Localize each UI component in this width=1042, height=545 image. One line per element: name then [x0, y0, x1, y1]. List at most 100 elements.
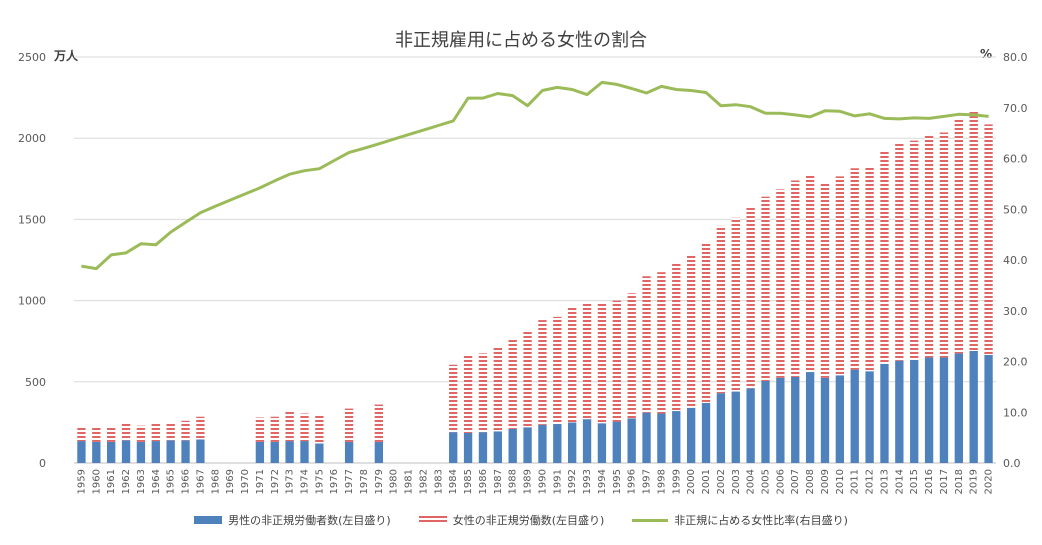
x-tick-label: 1969: [225, 469, 236, 494]
bar-female: [627, 293, 636, 419]
bar-female: [642, 276, 651, 413]
x-tick-label: 2013: [879, 469, 890, 494]
x-tick-label: 1977: [344, 469, 355, 494]
bar-male: [285, 441, 294, 463]
y-left-tick-label: 500: [25, 376, 46, 389]
bar-male: [568, 422, 577, 463]
legend-item-ratio: 非正規に占める女性比率(右目盛り): [632, 512, 848, 528]
bar-female: [478, 353, 488, 433]
x-tick-label: 2017: [939, 469, 950, 494]
x-tick-label: 1974: [300, 469, 311, 494]
x-tick-label: 1980: [389, 469, 400, 494]
bar-female: [493, 346, 502, 432]
x-tick-label: 1961: [106, 469, 117, 494]
x-tick-label: 1973: [285, 469, 296, 494]
bar-female: [374, 404, 384, 442]
bar-female: [910, 140, 919, 360]
bar-male: [969, 350, 978, 463]
bar-female: [538, 320, 547, 425]
x-tick-label: 2016: [924, 469, 935, 494]
x-tick-label: 2010: [835, 469, 846, 494]
x-tick-label: 2001: [701, 469, 712, 494]
bar-female: [344, 408, 354, 442]
bar-female: [463, 355, 473, 433]
bar-female: [761, 196, 770, 381]
y-left-tick-label: 1500: [18, 213, 46, 226]
y-right-tick-label: 40.0: [1003, 254, 1028, 267]
x-tick-label: 1970: [240, 469, 251, 494]
bar-male: [196, 439, 205, 463]
x-tick-label: 1986: [478, 469, 489, 494]
bar-female: [181, 420, 190, 441]
bar-male: [538, 424, 547, 463]
x-tick-label: 1966: [181, 469, 192, 494]
x-tick-label: 2012: [865, 469, 876, 494]
axis-labels: 0 500 1000 1500 2000 2500 0.0 10.0 20.0 30.0 40.0 5…: [18, 51, 1028, 494]
bar-female: [969, 111, 978, 351]
bar-female: [508, 339, 517, 429]
x-tick-label: 1999: [671, 469, 682, 494]
x-tick-label: 1998: [656, 469, 667, 494]
x-tick-label: 1967: [195, 469, 206, 494]
x-tick-label: 1982: [418, 469, 429, 494]
bar-male: [776, 377, 785, 463]
bar-female: [820, 182, 830, 378]
bar-male: [672, 411, 681, 463]
x-tick-label: 2008: [805, 469, 816, 494]
left-axis-unit: 万人: [54, 49, 79, 63]
bar-male: [716, 393, 726, 463]
y-left-tick-label: 0: [39, 457, 46, 470]
bar-female: [255, 417, 265, 442]
x-tick-label: 1981: [404, 469, 415, 494]
x-tick-label: 2004: [746, 469, 757, 494]
line-female-ratio: [81, 80, 989, 271]
bar-female: [984, 124, 993, 356]
bar-male: [954, 353, 963, 463]
bar-male: [300, 441, 309, 463]
bar-female: [136, 425, 146, 442]
chart-title: 非正規雇用に占める女性の割合: [395, 30, 647, 51]
x-tick-label: 1972: [270, 469, 281, 494]
x-tick-label: 1964: [151, 469, 162, 494]
bar-male: [597, 423, 607, 463]
bar-female: [568, 306, 577, 423]
x-tick-label: 1976: [329, 469, 340, 494]
bar-female: [597, 303, 607, 424]
bar-male: [181, 440, 190, 463]
bar-male: [820, 377, 830, 463]
bar-male: [746, 388, 755, 463]
y-right-tick-label: 0.0: [1003, 457, 1021, 470]
x-tick-label: 2019: [969, 469, 980, 494]
x-tick-label: 1978: [359, 469, 370, 494]
legend-item-female: 女性の非正規労働数(左目盛り): [418, 512, 604, 528]
y-right-tick-label: 10.0: [1003, 406, 1028, 419]
bar-male: [121, 440, 131, 463]
bar-male: [92, 441, 101, 463]
x-tick-label: 1984: [448, 469, 459, 494]
bar-male: [686, 407, 696, 463]
x-tick-label: 1993: [582, 469, 593, 494]
bar-male: [553, 424, 562, 463]
bar-female: [835, 176, 845, 376]
bar-female: [107, 426, 116, 442]
x-tick-label: 1997: [642, 469, 653, 494]
bar-female: [270, 416, 279, 442]
bar-female: [731, 217, 740, 392]
x-tick-label: 2011: [850, 469, 861, 494]
x-tick-label: 1985: [463, 469, 474, 494]
bar-male: [939, 357, 949, 463]
y-right-tick-label: 50.0: [1003, 203, 1028, 216]
bar-female: [880, 152, 889, 364]
bar-male: [582, 419, 592, 463]
bar-male: [463, 432, 473, 463]
bar-female: [672, 263, 681, 412]
x-tick-label: 1992: [567, 469, 578, 494]
bar-female: [612, 300, 621, 422]
x-tick-label: 2002: [716, 469, 727, 494]
x-tick-label: 2014: [894, 469, 905, 494]
x-tick-label: 1995: [612, 469, 623, 494]
bar-female: [657, 272, 666, 414]
x-tick-label: 1965: [166, 469, 177, 494]
